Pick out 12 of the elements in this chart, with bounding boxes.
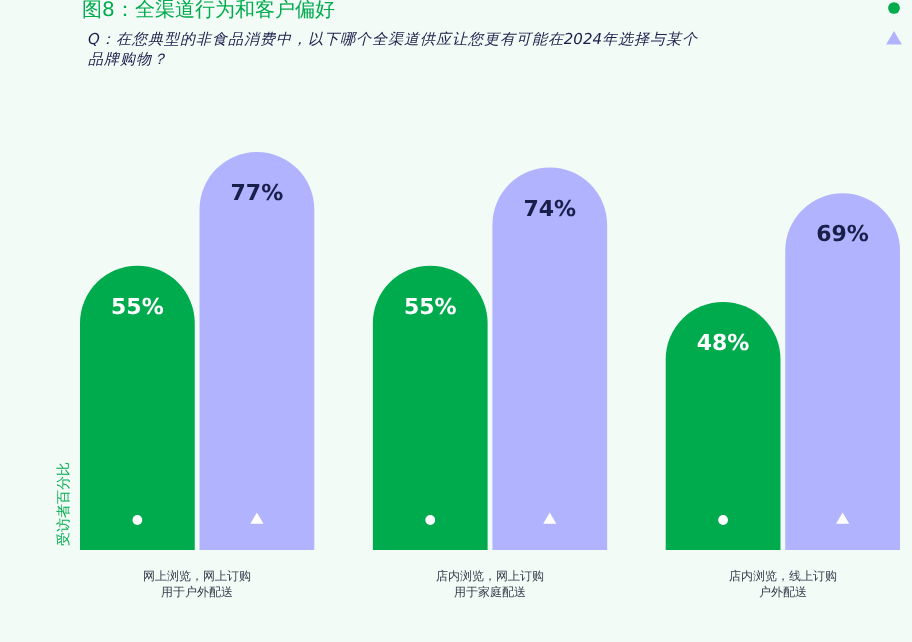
data-label: 55%	[403, 293, 457, 320]
bar	[199, 152, 315, 550]
data-label: 77%	[230, 180, 284, 206]
data-label: 74%	[523, 195, 577, 222]
data-label: 48%	[696, 329, 750, 356]
bar	[372, 265, 488, 550]
bar	[665, 302, 781, 550]
data-label: 69%	[816, 221, 869, 248]
bar	[492, 167, 608, 550]
bar	[80, 265, 195, 550]
data-label: 55%	[111, 293, 164, 320]
bar	[785, 193, 900, 550]
